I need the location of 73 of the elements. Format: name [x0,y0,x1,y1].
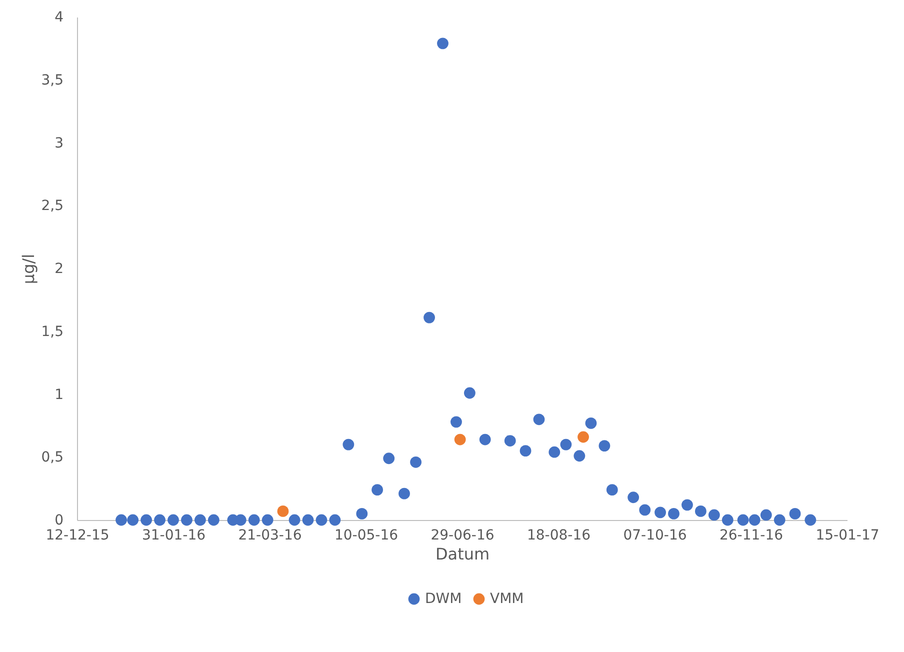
point [398,488,410,500]
point [356,508,368,520]
y-tick-label: 1 [54,386,64,403]
point [342,438,354,450]
point [437,38,448,50]
x-tick-label: 12-12-15 [46,528,110,544]
point [737,514,749,526]
point [520,445,532,457]
point [598,440,610,452]
y-tick-label: 3 [54,135,64,152]
point [722,514,734,526]
y-tick-label: 2 [54,261,64,277]
point [804,514,816,526]
point [574,450,586,462]
y-tick-label: 3,5 [41,72,64,88]
x-tick-label: 07-10-16 [623,528,687,544]
point [424,312,435,324]
x-tick-label: 21-03-16 [238,528,302,544]
point [533,414,545,426]
point [262,514,274,526]
x-tick-label: 31-01-16 [142,528,206,544]
point [639,504,651,516]
point [116,514,127,526]
point [628,492,640,504]
x-axis-title: Datum [435,544,490,564]
point [695,506,706,517]
point [288,514,300,526]
legend-label: VMM [490,591,524,607]
point [774,514,786,526]
point [654,506,666,518]
point [450,416,462,428]
x-tick-label: 10-05-16 [334,528,398,544]
y-tick-label: 1,5 [41,324,64,340]
point [548,446,560,458]
y-tick-label: 2,5 [41,198,64,214]
point [668,508,680,520]
point [578,431,589,443]
point [748,514,760,526]
point [194,514,206,526]
point [372,484,383,496]
x-tick-label: 18-08-16 [526,528,591,544]
point [383,452,395,464]
point [208,514,220,526]
point [168,514,179,526]
point [504,435,516,446]
y-tick-label: 0 [54,512,64,528]
y-axis-title: µg/l [19,254,38,284]
legend-label: DWM [425,591,462,607]
point [682,499,693,511]
point [316,514,328,526]
y-tick-label: 4 [54,10,64,26]
point [560,438,572,450]
point [127,514,139,526]
point [302,514,314,526]
x-tick-label: 29-06-16 [430,528,494,544]
point [410,456,422,468]
x-tick-label: 15-01-17 [816,528,880,544]
point [181,514,192,526]
y-tick-label: 0,5 [41,450,64,466]
point [760,509,772,521]
point [329,514,341,526]
point [585,417,597,429]
point [154,514,166,526]
x-tick-label: 26-11-16 [719,528,784,544]
point [708,509,720,521]
point [277,506,289,517]
point [140,514,152,526]
point [454,434,466,446]
point [248,514,260,526]
point [479,434,491,446]
point [789,508,801,520]
point [606,484,618,496]
point [464,387,476,399]
